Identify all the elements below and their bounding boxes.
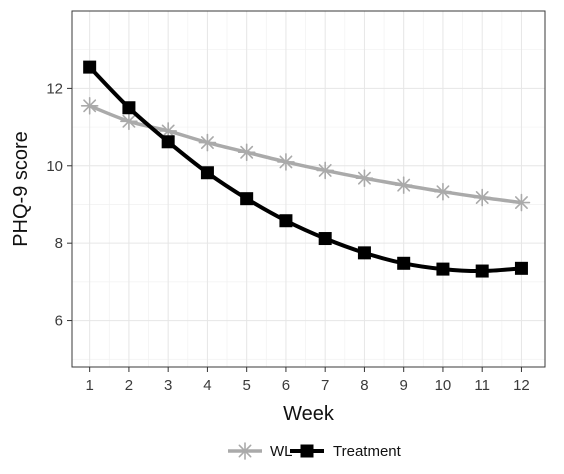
series-group <box>80 60 531 278</box>
data-point-wl <box>316 161 334 180</box>
plot-border <box>71 10 546 368</box>
y-tick-label: 12 <box>46 80 63 97</box>
data-point-treatment <box>240 192 254 206</box>
data-point-wl <box>120 112 138 131</box>
y-axis-title: PHQ-9 score <box>10 131 32 247</box>
legend-label-wl: WL <box>270 443 293 460</box>
x-tick-label: 1 <box>85 377 93 394</box>
x-tick-label: 11 <box>474 377 490 394</box>
x-tick-label: 9 <box>400 377 408 394</box>
data-point-wl <box>512 193 531 212</box>
x-tick-label: 6 <box>282 377 290 394</box>
data-point-wl <box>198 133 217 152</box>
data-point-treatment <box>83 60 97 74</box>
data-point-treatment <box>279 214 293 228</box>
x-tick-label: 3 <box>164 377 172 394</box>
data-point-treatment <box>475 264 489 278</box>
x-tick-label: 4 <box>203 377 211 394</box>
data-point-wl <box>394 176 413 194</box>
legend-label-treatment: Treatment <box>333 443 402 460</box>
data-point-wl <box>434 182 452 201</box>
y-tick-label: 10 <box>46 158 63 175</box>
y-tick-label: 6 <box>55 313 63 330</box>
data-point-treatment <box>200 166 214 180</box>
x-tick-label: 7 <box>321 377 329 394</box>
data-point-treatment <box>514 261 528 275</box>
legend-marker-wl <box>236 442 254 460</box>
legend: WL Treatment <box>228 442 402 460</box>
legend-marker-treatment <box>300 444 314 458</box>
y-tick-label: 8 <box>55 235 63 252</box>
x-tick-label: 12 <box>513 377 530 394</box>
legend-key-wl <box>228 442 262 460</box>
data-point-treatment <box>318 232 332 246</box>
plot-background <box>72 11 545 367</box>
data-point-wl <box>237 143 256 162</box>
x-axis-title: Week <box>283 403 335 425</box>
data-point-wl <box>355 169 374 187</box>
data-point-wl <box>473 188 491 207</box>
x-tick-label: 5 <box>243 377 251 394</box>
data-point-wl <box>80 97 99 115</box>
data-point-treatment <box>436 262 450 276</box>
data-point-wl <box>277 153 295 171</box>
data-point-treatment <box>122 101 136 115</box>
x-tick-label: 8 <box>360 377 368 394</box>
data-point-treatment <box>397 256 411 270</box>
legend-key-treatment <box>290 444 324 458</box>
x-tick-label: 2 <box>125 377 133 394</box>
x-tick-label: 10 <box>435 377 452 394</box>
data-point-treatment <box>357 246 371 260</box>
data-point-treatment <box>161 135 175 149</box>
